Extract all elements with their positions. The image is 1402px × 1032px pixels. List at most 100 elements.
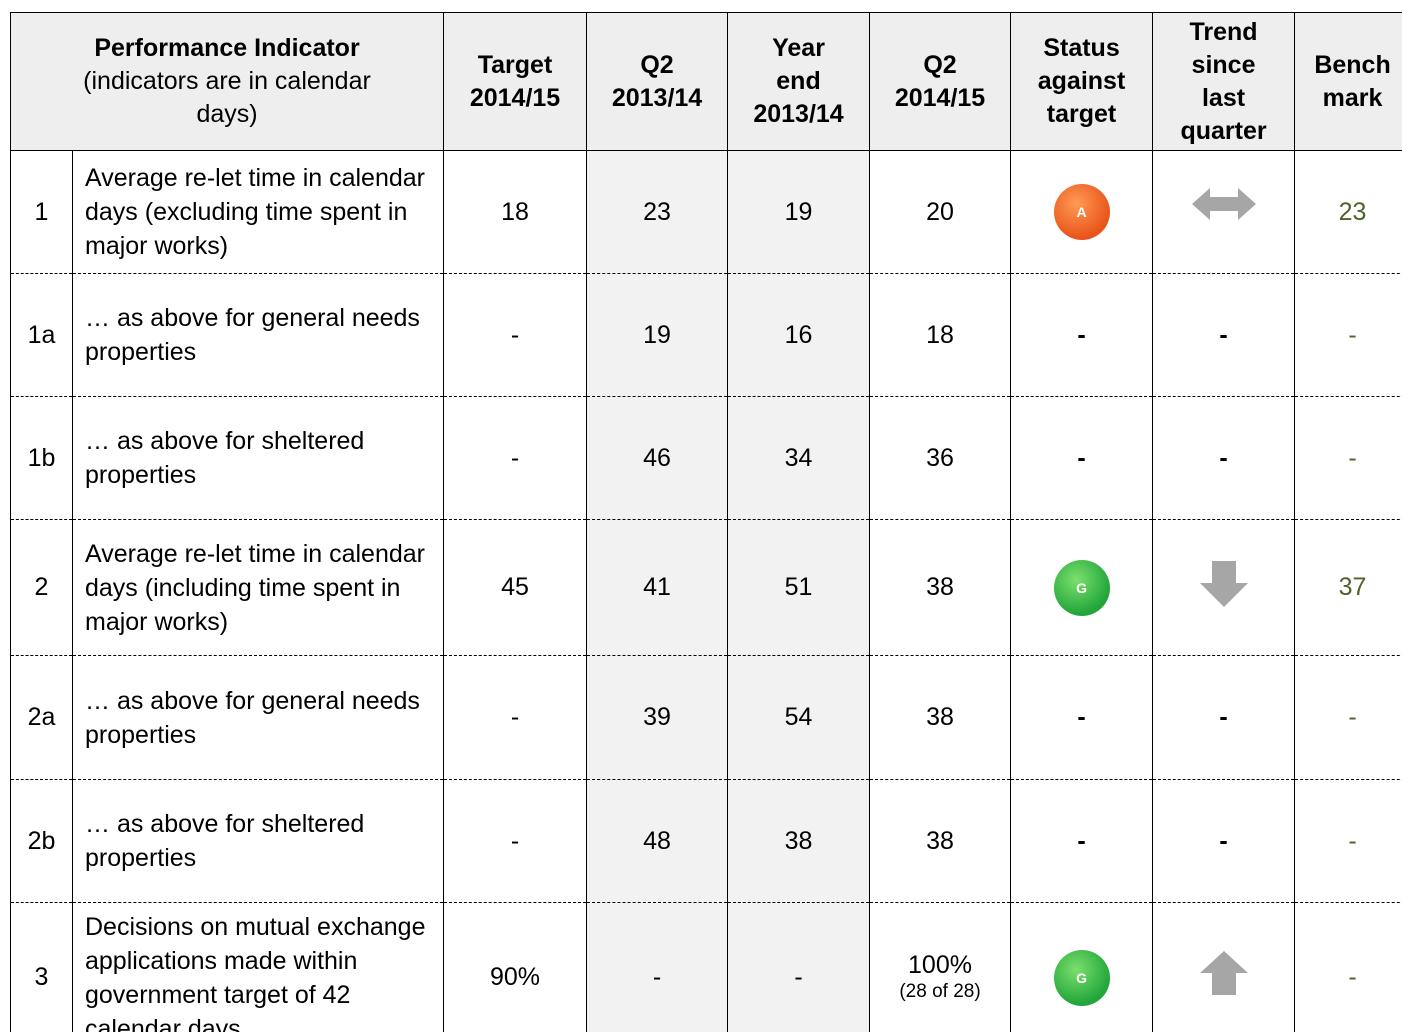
status: -	[1010, 396, 1154, 520]
q2-2014-15: 38	[869, 655, 1012, 780]
target: -	[443, 273, 588, 397]
header-cell: Q2 2014/15	[869, 12, 1012, 151]
trend: -	[1152, 273, 1296, 397]
q2-2013-14: -	[586, 902, 729, 1032]
q2-2013-14: 19	[586, 273, 729, 397]
header-cell: Q2 2013/14	[586, 12, 729, 151]
trend	[1152, 902, 1296, 1032]
target: 45	[443, 519, 588, 656]
table-row: 1b… as above for sheltered properties -46…	[10, 396, 1402, 520]
header-cell: Bench mark	[1294, 12, 1402, 151]
header-line: Target	[477, 50, 553, 79]
header-cell: Target 2014/15	[443, 12, 588, 151]
q2-2014-15: 38	[869, 519, 1012, 656]
header-row: Performance Indicator (indicators are in …	[9, 12, 1402, 151]
q2-2014-15: 38	[869, 779, 1012, 903]
target: -	[443, 396, 588, 520]
header-line: mark	[1322, 83, 1383, 112]
value: 38	[926, 573, 954, 601]
trend	[1152, 519, 1296, 656]
row-id: 2a	[10, 655, 73, 780]
header-line: Bench	[1314, 50, 1391, 79]
status: -	[1010, 655, 1154, 780]
target: -	[443, 779, 588, 903]
row-id: 3	[10, 902, 73, 1032]
header-line: Trend	[1189, 17, 1258, 46]
target: 90%	[443, 902, 588, 1032]
q2-2014-15: 36	[869, 396, 1012, 520]
header-line: target	[1046, 100, 1117, 128]
q2-2013-14: 23	[586, 150, 729, 274]
row-id: 1a	[10, 273, 73, 397]
indicator: … as above for general needs properties	[71, 655, 445, 780]
q2-2013-14: 39	[586, 655, 729, 780]
benchmark: 37	[1294, 519, 1402, 656]
target: 18	[443, 150, 588, 274]
header-line: Q2	[640, 50, 674, 79]
q2-2014-15: 20	[869, 150, 1012, 274]
header-line: 2014/15	[469, 83, 561, 112]
status-icon: A	[1053, 184, 1110, 240]
row-id: 2b	[10, 779, 73, 903]
benchmark: -	[1294, 273, 1402, 397]
q2-2014-15: 18	[869, 273, 1012, 397]
indicator: Average re-let time in calendar days (in…	[71, 519, 445, 656]
header-line: Status	[1043, 34, 1120, 62]
trend-arrow	[1199, 561, 1248, 607]
status-icon: G	[1053, 559, 1110, 616]
benchmark: -	[1294, 396, 1402, 520]
header-line: 2013/14	[611, 83, 703, 112]
row-id: 2	[10, 519, 73, 656]
header-line: quarter	[1180, 116, 1267, 145]
status: A	[1010, 150, 1154, 274]
header-cell: Trend since last quarter	[1152, 12, 1296, 151]
value: 38	[926, 703, 954, 731]
year-end: 16	[727, 273, 871, 397]
indicator: Average re-let time in calendar days (ex…	[71, 150, 445, 274]
table-row: 2b… as above for sheltered properties -48…	[10, 779, 1402, 903]
q2-2014-15: 100% (28 of 28)	[869, 902, 1012, 1032]
header-cell: Year end 2013/14	[727, 12, 871, 151]
year-end: 51	[727, 519, 871, 656]
trend-arrow	[1191, 187, 1256, 220]
header-line: last	[1201, 83, 1246, 112]
header-cell: Performance Indicator (indicators are in …	[9, 12, 445, 151]
benchmark: -	[1294, 779, 1402, 903]
indicator: … as above for sheltered properties	[71, 779, 445, 903]
header-title: Performance Indicator	[94, 34, 360, 62]
q2-2013-14: 41	[586, 519, 729, 656]
table-row: 2a… as above for general needs propertie…	[10, 655, 1402, 780]
status: G	[1010, 902, 1154, 1032]
trend: -	[1152, 779, 1296, 903]
header-subtitle: (indicators are in calendar days)	[83, 67, 371, 128]
header-line: since	[1191, 50, 1256, 79]
indicator: Decisions on mutual exchange application…	[71, 902, 445, 1032]
table-body: 1 Average re-let time in calendar days (e…	[10, 150, 1402, 1032]
benchmark: 23	[1294, 150, 1402, 274]
q2-2013-14: 48	[586, 779, 729, 903]
header-line: end	[776, 67, 821, 95]
value: 38	[926, 826, 954, 855]
header-line: 2014/15	[894, 83, 986, 112]
table-row: 3 Decisions on mutual exchange applicatio…	[10, 902, 1402, 1032]
benchmark: -	[1294, 902, 1402, 1032]
status: -	[1010, 273, 1154, 397]
year-end: 19	[727, 150, 871, 274]
year-end: 54	[727, 655, 871, 780]
table-row: 2 Average re-let time in calendar days (i…	[10, 519, 1402, 656]
header-line: 2013/14	[753, 100, 844, 128]
header-line: against	[1037, 67, 1126, 95]
trend: -	[1152, 396, 1296, 520]
header-cell: Status against target	[1010, 12, 1154, 151]
trend: -	[1152, 655, 1296, 780]
row-id: 1	[10, 150, 73, 274]
benchmark: -	[1294, 655, 1402, 780]
trend-arrow	[1199, 951, 1248, 995]
status: -	[1010, 779, 1154, 903]
value: 20	[926, 197, 954, 226]
target: -	[443, 655, 588, 780]
year-end: 34	[727, 396, 871, 520]
kpi-table: Performance Indicator (indicators are in …	[9, 12, 1402, 1032]
note: (28 of 28)	[899, 981, 981, 1002]
